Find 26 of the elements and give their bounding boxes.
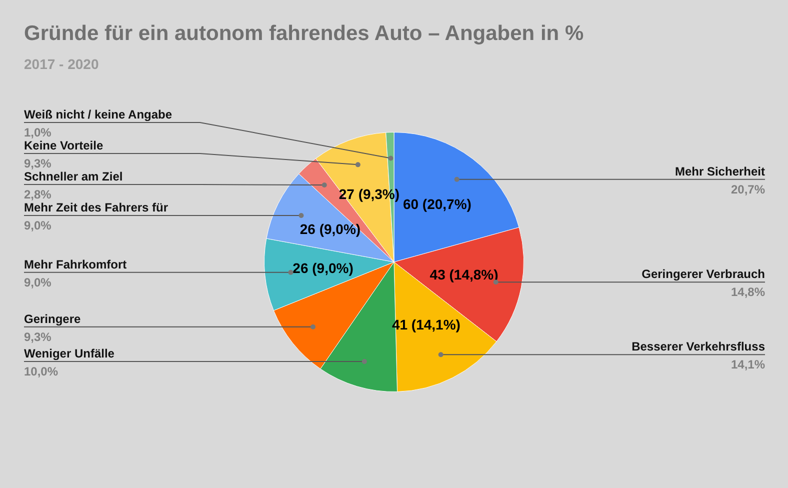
slice-label: Geringere bbox=[24, 312, 82, 326]
text: 9,3% bbox=[24, 330, 52, 344]
slice-label: Besserer Verkehrsfluss bbox=[632, 340, 766, 354]
text: 20,7% bbox=[730, 182, 766, 196]
slice-label: Weiß nicht / keine Angabe bbox=[24, 107, 172, 122]
data-label: 60 (20,7%) bbox=[402, 196, 472, 212]
text: 14,1% bbox=[730, 358, 766, 372]
slice-label: Mehr Zeit des Fahrers für bbox=[24, 200, 168, 214]
text: 9,0% bbox=[24, 275, 52, 290]
data-label: 43 (14,8%) bbox=[430, 266, 498, 283]
text: 2,8% bbox=[24, 187, 52, 202]
text: 1,0% bbox=[24, 125, 52, 140]
data-label: 26 (9,0%) bbox=[300, 220, 361, 237]
slice-label: Weniger Unfälle bbox=[24, 346, 115, 360]
chart-title: Gründe für ein autonom fahrendes Auto – Angaben in % bbox=[24, 22, 584, 46]
slice-label: Mehr Sicherheit bbox=[674, 164, 765, 178]
text: 9,0% bbox=[24, 218, 52, 232]
text: 14,8% bbox=[730, 285, 766, 300]
chart-subtitle: 2017 - 2020 bbox=[24, 56, 99, 72]
data-label: 26 (9,0%) bbox=[292, 260, 354, 276]
slice-label: Keine Vorteile bbox=[24, 138, 104, 152]
slice-label: Schneller am Ziel bbox=[24, 169, 123, 184]
slice-label: Mehr Fahrkomfort bbox=[24, 257, 127, 272]
text: 9,3% bbox=[24, 156, 52, 170]
slice-label: Geringerer Verbrauch bbox=[642, 267, 765, 282]
text: 10,0% bbox=[24, 364, 58, 378]
